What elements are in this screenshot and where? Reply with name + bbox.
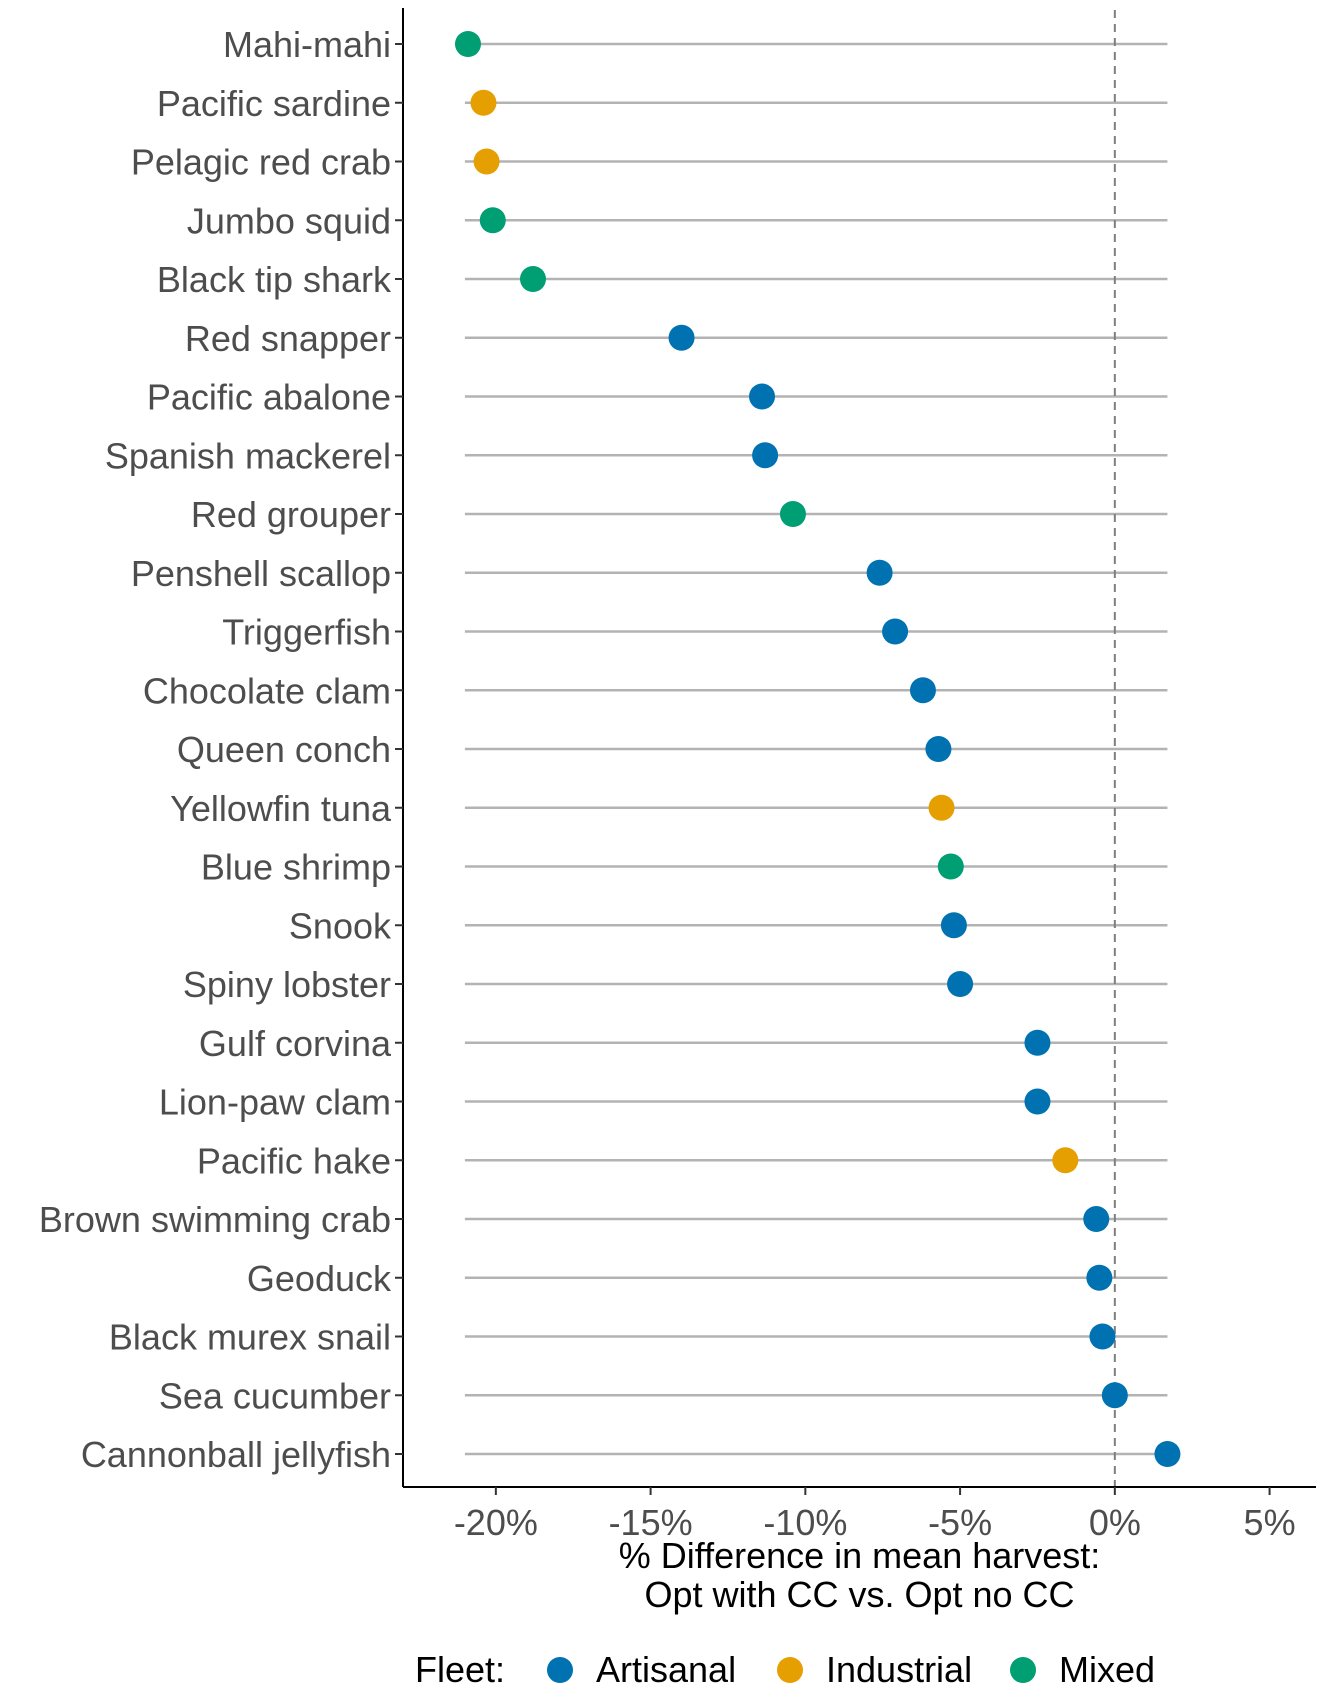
category-labels: Mahi-mahi Pacific sardine Pelagic red crab… xyxy=(39,24,403,1475)
category-label: Sea cucumber xyxy=(159,1375,391,1416)
legend-label: Mixed xyxy=(1059,1649,1155,1690)
data-point xyxy=(519,266,546,292)
category-label: Pacific sardine xyxy=(157,83,391,124)
category-label: Blue shrimp xyxy=(201,847,391,888)
data-point xyxy=(454,31,481,57)
data-points xyxy=(454,31,1181,1467)
data-point xyxy=(1024,1088,1051,1115)
data-point xyxy=(928,794,955,821)
x-axis-title-line-1: % Difference in mean harvest: xyxy=(619,1535,1101,1576)
data-point xyxy=(479,207,506,234)
category-label: Snook xyxy=(289,905,392,946)
category-label: Penshell scallop xyxy=(131,553,391,594)
data-point xyxy=(940,912,967,939)
legend-label: Artisanal xyxy=(596,1649,736,1690)
data-point xyxy=(749,383,776,410)
category-label: Black tip shark xyxy=(157,259,392,300)
x-tick-label: -10% xyxy=(763,1502,847,1543)
data-point xyxy=(1052,1147,1079,1174)
data-point xyxy=(470,89,497,116)
x-tick-label: -15% xyxy=(609,1502,693,1543)
legend-label: Industrial xyxy=(826,1649,972,1690)
category-label: Chocolate clam xyxy=(143,670,391,711)
legend-items: Artisanal Industrial Mixed xyxy=(547,1649,1155,1690)
category-label: Mahi-mahi xyxy=(223,24,391,65)
data-point xyxy=(882,618,909,645)
x-tick-label: -5% xyxy=(928,1502,992,1543)
category-label: Triggerfish xyxy=(222,612,391,653)
data-point xyxy=(1101,1382,1128,1409)
data-point xyxy=(668,324,695,351)
category-segments xyxy=(464,42,1168,1456)
category-label: Brown swimming crab xyxy=(39,1199,391,1240)
data-point xyxy=(866,559,893,586)
category-label: Spiny lobster xyxy=(183,964,391,1005)
legend: Fleet: Artisanal Industrial Mixed xyxy=(415,1649,1155,1690)
data-point xyxy=(925,736,952,762)
legend-swatch xyxy=(547,1657,573,1683)
category-label: Geoduck xyxy=(247,1258,392,1299)
category-label: Red grouper xyxy=(191,494,391,535)
category-label: Gulf corvina xyxy=(199,1023,392,1064)
legend-swatch xyxy=(1010,1657,1036,1683)
x-tick-label: 5% xyxy=(1244,1502,1296,1543)
data-point xyxy=(1086,1264,1113,1291)
data-point xyxy=(473,148,500,175)
x-axis-title-line-2: Opt with CC vs. Opt no CC xyxy=(644,1574,1074,1615)
data-point xyxy=(1154,1441,1181,1467)
category-label: Red snapper xyxy=(185,318,391,359)
category-label: Pacific abalone xyxy=(147,377,391,418)
category-label: Cannonball jellyfish xyxy=(81,1434,391,1475)
category-label: Lion-paw clam xyxy=(159,1082,391,1123)
category-label: Spanish mackerel xyxy=(105,435,391,476)
data-point xyxy=(947,971,974,997)
x-tick-label: -20% xyxy=(454,1502,538,1543)
data-point xyxy=(752,442,779,469)
category-label: Queen conch xyxy=(177,729,391,770)
legend-title: Fleet: xyxy=(415,1649,505,1690)
category-label: Pelagic red crab xyxy=(131,142,391,183)
x-tick-label: 0% xyxy=(1089,1502,1141,1543)
category-label: Black murex snail xyxy=(109,1317,391,1358)
data-point xyxy=(1083,1206,1110,1232)
category-label: Yellowfin tuna xyxy=(170,788,392,829)
legend-swatch xyxy=(777,1657,803,1683)
data-point xyxy=(909,677,936,704)
data-point xyxy=(937,853,964,880)
x-axis-ticks: -20% -15% -10% -5% 0% 5% xyxy=(454,1487,1296,1543)
data-point xyxy=(779,501,806,527)
data-point xyxy=(1089,1323,1116,1350)
data-point xyxy=(1024,1029,1051,1056)
category-label: Jumbo squid xyxy=(187,200,391,241)
category-label: Pacific hake xyxy=(197,1140,391,1181)
